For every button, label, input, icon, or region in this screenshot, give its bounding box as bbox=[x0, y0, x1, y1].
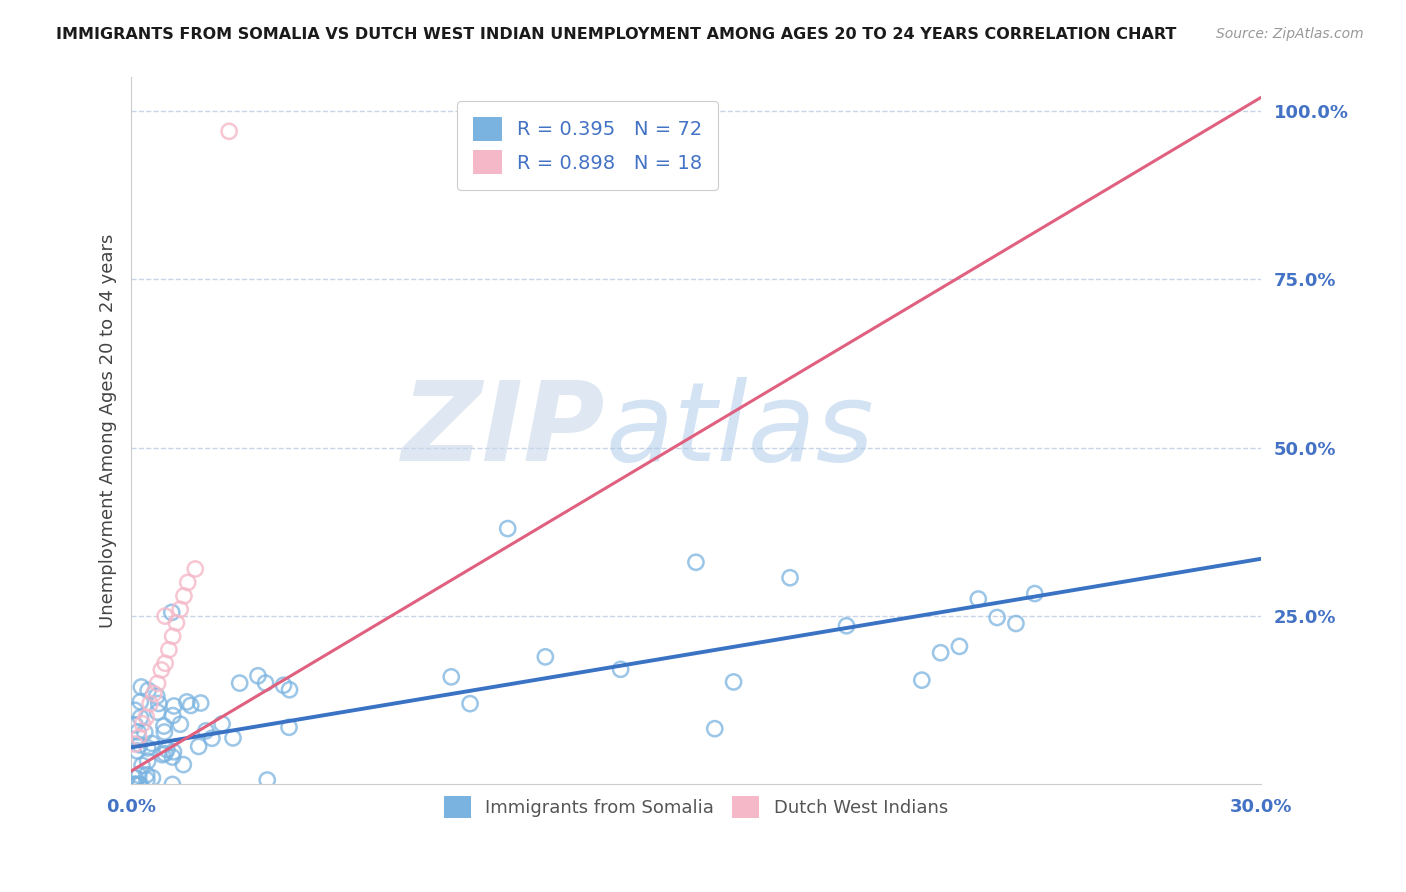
Text: IMMIGRANTS FROM SOMALIA VS DUTCH WEST INDIAN UNEMPLOYMENT AMONG AGES 20 TO 24 YE: IMMIGRANTS FROM SOMALIA VS DUTCH WEST IN… bbox=[56, 27, 1177, 42]
Point bbox=[187, 739, 209, 754]
Point bbox=[278, 720, 301, 734]
Point bbox=[128, 738, 150, 752]
Point bbox=[136, 740, 159, 755]
Point bbox=[703, 722, 725, 736]
Point bbox=[165, 615, 187, 630]
Point bbox=[124, 771, 146, 785]
Point bbox=[273, 678, 295, 692]
Point bbox=[440, 670, 463, 684]
Point bbox=[124, 777, 146, 791]
Point bbox=[131, 758, 153, 772]
Point bbox=[162, 629, 184, 643]
Point bbox=[127, 744, 149, 758]
Point bbox=[685, 555, 707, 569]
Point bbox=[127, 725, 149, 739]
Point bbox=[129, 710, 152, 724]
Point bbox=[180, 698, 202, 713]
Point bbox=[135, 772, 157, 787]
Point bbox=[194, 723, 217, 738]
Point bbox=[211, 717, 233, 731]
Point bbox=[948, 640, 970, 654]
Point bbox=[278, 682, 301, 697]
Point bbox=[169, 602, 191, 616]
Point bbox=[1005, 616, 1028, 631]
Point bbox=[160, 606, 183, 620]
Point bbox=[124, 718, 146, 732]
Point bbox=[146, 676, 169, 690]
Point bbox=[254, 676, 277, 690]
Point bbox=[163, 698, 186, 713]
Point bbox=[153, 725, 176, 739]
Point bbox=[162, 750, 184, 764]
Point bbox=[153, 719, 176, 733]
Point bbox=[246, 669, 269, 683]
Point bbox=[1024, 586, 1046, 600]
Point bbox=[128, 768, 150, 782]
Point bbox=[162, 745, 184, 759]
Point bbox=[129, 695, 152, 709]
Point bbox=[218, 124, 240, 138]
Point bbox=[190, 696, 212, 710]
Point bbox=[157, 642, 180, 657]
Legend: Immigrants from Somalia, Dutch West Indians: Immigrants from Somalia, Dutch West Indi… bbox=[437, 789, 955, 825]
Point bbox=[222, 731, 245, 745]
Point bbox=[534, 649, 557, 664]
Point bbox=[148, 697, 170, 711]
Point bbox=[146, 705, 169, 719]
Text: atlas: atlas bbox=[606, 377, 875, 484]
Point bbox=[136, 683, 159, 698]
Point bbox=[176, 695, 198, 709]
Point bbox=[131, 680, 153, 694]
Point bbox=[142, 687, 165, 701]
Point bbox=[169, 717, 191, 731]
Point bbox=[156, 742, 179, 756]
Point bbox=[128, 731, 150, 745]
Point bbox=[141, 771, 163, 785]
Point bbox=[135, 768, 157, 782]
Text: Source: ZipAtlas.com: Source: ZipAtlas.com bbox=[1216, 27, 1364, 41]
Point bbox=[150, 663, 173, 677]
Point bbox=[146, 689, 169, 703]
Point bbox=[496, 522, 519, 536]
Point bbox=[141, 736, 163, 750]
Point bbox=[150, 747, 173, 762]
Point bbox=[153, 747, 176, 761]
Point bbox=[124, 703, 146, 717]
Text: ZIP: ZIP bbox=[402, 377, 606, 484]
Point bbox=[256, 772, 278, 787]
Point bbox=[173, 589, 195, 603]
Point bbox=[723, 675, 745, 690]
Point bbox=[458, 697, 481, 711]
Point bbox=[128, 777, 150, 791]
Point bbox=[135, 710, 157, 724]
Point bbox=[124, 777, 146, 791]
Point bbox=[131, 716, 153, 731]
Point bbox=[136, 754, 159, 768]
Y-axis label: Unemployment Among Ages 20 to 24 years: Unemployment Among Ages 20 to 24 years bbox=[100, 234, 117, 628]
Point bbox=[911, 673, 934, 687]
Point bbox=[835, 619, 858, 633]
Point bbox=[125, 777, 148, 791]
Point bbox=[153, 609, 176, 624]
Point bbox=[139, 697, 162, 711]
Point bbox=[134, 725, 156, 739]
Point bbox=[609, 662, 631, 676]
Point bbox=[986, 610, 1008, 624]
Point bbox=[129, 777, 152, 791]
Point bbox=[162, 777, 184, 791]
Point bbox=[162, 708, 184, 723]
Point bbox=[779, 571, 801, 585]
Point bbox=[124, 737, 146, 751]
Point bbox=[201, 731, 224, 746]
Point bbox=[228, 676, 250, 690]
Point bbox=[184, 562, 207, 576]
Point bbox=[177, 575, 200, 590]
Point bbox=[967, 592, 990, 607]
Point bbox=[929, 646, 952, 660]
Point bbox=[172, 757, 194, 772]
Point bbox=[153, 657, 176, 671]
